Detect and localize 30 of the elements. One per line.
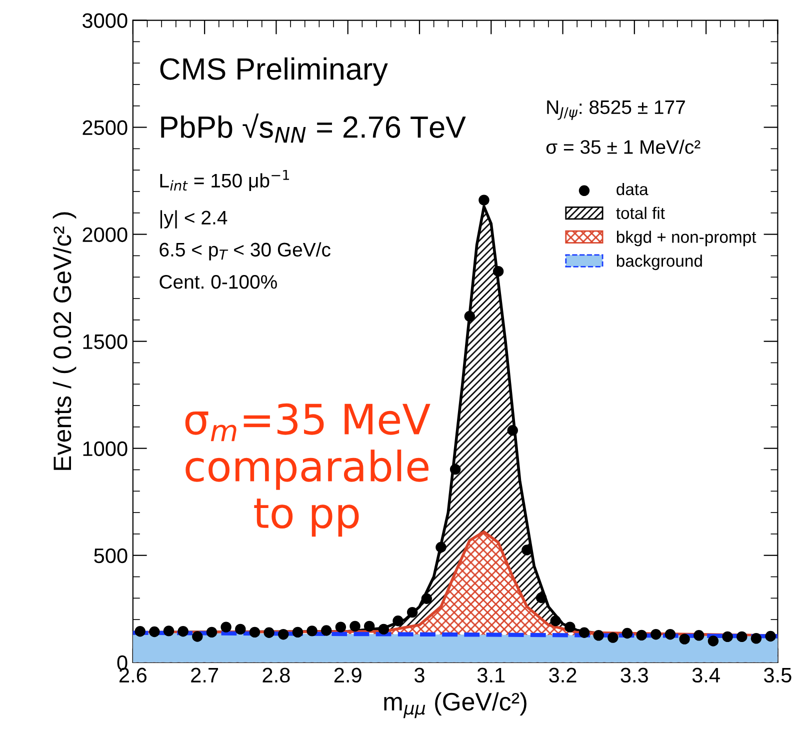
y-tick-label: 1000 [83,441,128,456]
x-tick-label: 3.4 [692,668,720,683]
x-tick-label: 3.2 [549,668,576,683]
annotation: σ$_{m}$=35 MeV comparable to pp [185,403,430,537]
x-axis-title: m$_{μμ}$ (GeV/c²) [384,692,526,718]
y-tick-label: 2500 [82,120,128,136]
legend-label: background [616,254,702,270]
legend-label: bkgd + non-prompt [616,230,756,246]
y-tick-label: 500 [94,548,128,564]
y-axis-title: Events / ( 0.02 GeV/c² ) [52,212,76,470]
annotation: |y| < 2.4 [160,210,228,228]
x-tick-label: 3.3 [620,668,648,683]
x-tick-label: 3.5 [764,668,792,683]
x-tick-label: 2.8 [262,668,290,683]
x-tick-label: 2.7 [191,668,218,682]
y-tick-label: 2000 [82,227,128,242]
legend-label: data [616,182,648,196]
x-tick-label: 3 [414,668,424,683]
annotation: 6.5 < p$_{T}$ < 30 GeV/c [160,242,330,260]
annotation: N$_{J/ψ}$: 8525 ± 177 [547,100,685,120]
x-tick-label: 3.1 [477,668,505,683]
annotation: Cent. 0-100% [160,274,277,289]
y-tick-label: 3000 [82,13,128,28]
annotation: L$_{int}$ = 150 μb$^{−1}$ [160,170,290,192]
x-tick-label: 2.9 [334,668,362,683]
legend-label: total fit [616,206,665,220]
annotation: CMS Preliminary [160,57,388,86]
y-tick-label: 1500 [83,334,128,350]
annotation: σ = 35 ± 1 MeV/c² [546,140,700,154]
annotation: PbPb √s$_{NN}$ = 2.76 TeV [161,113,466,143]
